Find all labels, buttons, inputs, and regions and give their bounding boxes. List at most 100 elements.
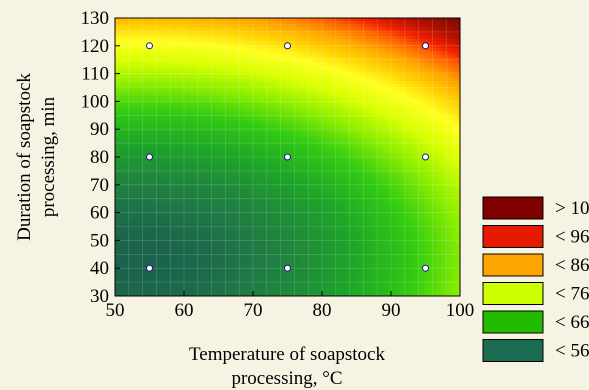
surface-cell: [136, 84, 140, 88]
surface-cell: [118, 258, 122, 262]
surface-cell: [121, 21, 125, 25]
surface-cell: [199, 171, 203, 175]
surface-cell: [175, 285, 179, 289]
surface-cell: [124, 195, 128, 199]
surface-cell: [220, 105, 224, 109]
surface-cell: [235, 150, 239, 154]
surface-cell: [229, 195, 233, 199]
surface-cell: [151, 141, 155, 145]
surface-cell: [253, 258, 257, 262]
surface-cell: [148, 243, 152, 247]
surface-cell: [172, 258, 176, 262]
surface-cell: [187, 108, 191, 112]
surface-cell: [253, 51, 257, 55]
surface-cell: [160, 222, 164, 226]
surface-cell: [271, 27, 275, 31]
surface-cell: [193, 219, 197, 223]
surface-cell: [145, 183, 149, 187]
surface-cell: [214, 225, 218, 229]
surface-cell: [253, 273, 257, 277]
surface-cell: [265, 90, 269, 94]
surface-cell: [244, 174, 248, 178]
surface-cell: [142, 129, 146, 133]
surface-cell: [118, 240, 122, 244]
surface-cell: [205, 234, 209, 238]
surface-cell: [124, 48, 128, 52]
surface-cell: [151, 162, 155, 166]
surface-cell: [211, 18, 215, 22]
surface-cell: [235, 111, 239, 115]
surface-cell: [145, 33, 149, 37]
surface-cell: [232, 249, 236, 253]
surface-cell: [124, 267, 128, 271]
surface-cell: [244, 264, 248, 268]
surface-cell: [259, 195, 263, 199]
surface-cell: [184, 171, 188, 175]
surface-cell: [181, 195, 185, 199]
surface-cell: [187, 123, 191, 127]
surface-cell: [175, 225, 179, 229]
surface-cell: [232, 291, 236, 295]
surface-cell: [259, 18, 263, 22]
surface-cell: [139, 75, 143, 79]
surface-cell: [271, 291, 275, 295]
surface-cell: [244, 27, 248, 31]
surface-cell: [154, 129, 158, 133]
surface-cell: [175, 219, 179, 223]
surface-cell: [217, 147, 221, 151]
surface-cell: [124, 249, 128, 253]
surface-cell: [253, 42, 257, 46]
surface-cell: [178, 183, 182, 187]
surface-cell: [160, 267, 164, 271]
surface-cell: [193, 123, 197, 127]
surface-cell: [202, 285, 206, 289]
surface-cell: [274, 201, 278, 205]
surface-cell: [199, 141, 203, 145]
surface-cell: [214, 165, 218, 169]
surface-cell: [181, 285, 185, 289]
surface-cell: [139, 69, 143, 73]
surface-cell: [271, 135, 275, 139]
surface-cell: [202, 33, 206, 37]
surface-cell: [157, 33, 161, 37]
surface-cell: [169, 234, 173, 238]
surface-cell: [160, 39, 164, 43]
surface-cell: [178, 189, 182, 193]
surface-cell: [148, 99, 152, 103]
surface-cell: [247, 168, 251, 172]
surface-cell: [247, 54, 251, 58]
surface-cell: [187, 33, 191, 37]
surface-cell: [268, 93, 272, 97]
surface-cell: [265, 249, 269, 253]
surface-cell: [172, 285, 176, 289]
surface-cell: [220, 156, 224, 160]
surface-cell: [241, 144, 245, 148]
surface-cell: [220, 54, 224, 58]
surface-cell: [124, 108, 128, 112]
surface-cell: [211, 189, 215, 193]
surface-cell: [124, 75, 128, 79]
surface-cell: [220, 39, 224, 43]
surface-cell: [229, 168, 233, 172]
surface-cell: [202, 237, 206, 241]
surface-cell: [232, 282, 236, 286]
surface-cell: [256, 54, 260, 58]
surface-cell: [130, 81, 134, 85]
surface-cell: [244, 126, 248, 130]
surface-cell: [196, 54, 200, 58]
surface-cell: [145, 27, 149, 31]
surface-cell: [196, 39, 200, 43]
surface-cell: [142, 261, 146, 265]
surface-cell: [139, 219, 143, 223]
surface-cell: [124, 153, 128, 157]
surface-cell: [235, 264, 239, 268]
surface-cell: [250, 231, 254, 235]
surface-cell: [250, 174, 254, 178]
surface-cell: [136, 240, 140, 244]
surface-cell: [259, 168, 263, 172]
surface-cell: [127, 285, 131, 289]
surface-cell: [235, 207, 239, 211]
surface-cell: [139, 288, 143, 292]
surface-cell: [268, 249, 272, 253]
surface-cell: [271, 75, 275, 79]
